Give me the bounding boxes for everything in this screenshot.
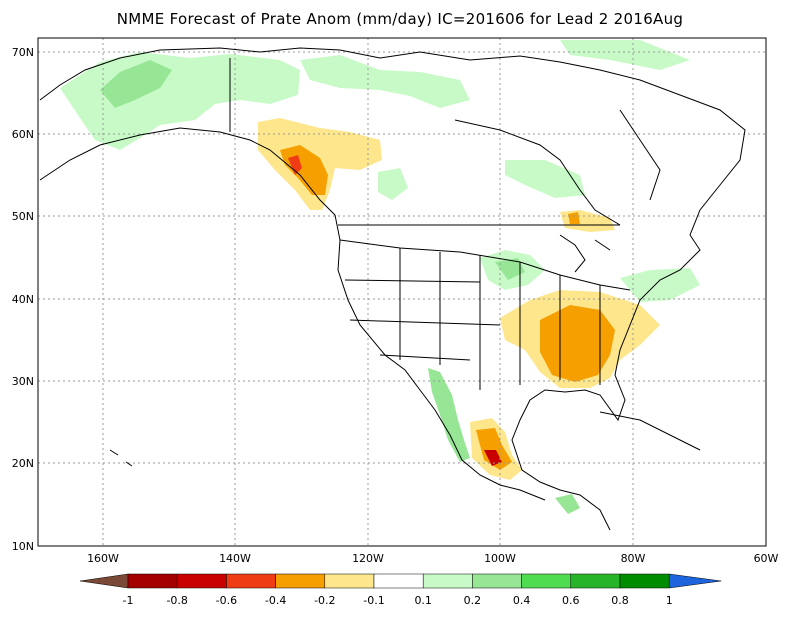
colorbar-label: -0.6 bbox=[216, 594, 237, 607]
map-frame bbox=[37, 37, 767, 547]
colorbar-swatch bbox=[275, 573, 326, 589]
dry-anomaly-hudson-core bbox=[568, 212, 580, 224]
colorbar-label: 0.6 bbox=[562, 594, 580, 607]
colorbar-label: 0.1 bbox=[414, 594, 432, 607]
wet-anomaly-plains-core bbox=[495, 258, 525, 280]
colorbar-label: -1 bbox=[123, 594, 134, 607]
colorbar-swatch bbox=[226, 573, 276, 589]
dry-anomaly-mexico-max bbox=[484, 450, 502, 466]
longitude-labels: 160W 140W 120W 100W 80W 60W bbox=[87, 552, 778, 565]
colorbar-label: 0.8 bbox=[611, 594, 629, 607]
dry-anomaly-southeast-core bbox=[540, 305, 615, 382]
colorbar-swatch bbox=[422, 573, 473, 589]
colorbar-swatch bbox=[570, 573, 621, 589]
lon-label: 120W bbox=[352, 552, 384, 565]
lon-label: 60W bbox=[754, 552, 779, 565]
lon-label: 160W bbox=[87, 552, 119, 565]
colorbar-label: 0.4 bbox=[513, 594, 531, 607]
colorbar-label: 0.2 bbox=[464, 594, 482, 607]
lat-label: 40N bbox=[12, 293, 34, 306]
lon-label: 140W bbox=[219, 552, 251, 565]
lat-label: 30N bbox=[12, 375, 34, 388]
colorbar-swatch bbox=[324, 573, 375, 589]
colorbar-swatch bbox=[521, 573, 572, 589]
coastlines bbox=[39, 47, 746, 531]
lat-label: 60N bbox=[12, 128, 34, 141]
lat-label: 50N bbox=[12, 210, 34, 223]
colorbar-label: -0.4 bbox=[265, 594, 286, 607]
colorbar-swatch bbox=[619, 573, 670, 589]
colorbar-arrow-left bbox=[79, 573, 129, 589]
wet-anomaly-mexico-west bbox=[428, 368, 470, 462]
wet-anomaly-yukon bbox=[300, 55, 470, 108]
wet-anomaly-bc bbox=[378, 168, 408, 200]
wet-anomaly-central-america bbox=[555, 494, 580, 514]
colorbar: -1 -0.8 -0.6 -0.4 -0.2 -0.1 0.1 0.2 0.4 0.6 0.8 1 bbox=[79, 573, 722, 607]
wet-anomaly-northeast bbox=[620, 268, 700, 302]
colorbar-swatch bbox=[472, 573, 522, 589]
colorbar-label: -0.2 bbox=[314, 594, 335, 607]
lat-label: 20N bbox=[12, 457, 34, 470]
lon-label: 100W bbox=[484, 552, 516, 565]
colorbar-swatch bbox=[176, 573, 227, 589]
lon-label: 80W bbox=[621, 552, 646, 565]
colorbar-label: 1 bbox=[666, 594, 673, 607]
anomaly-shading bbox=[60, 40, 700, 514]
dry-anomaly-hudson bbox=[560, 210, 615, 232]
map-title: NMME Forecast of Prate Anom (mm/day) IC=… bbox=[116, 10, 684, 28]
wet-anomaly-hudson bbox=[505, 160, 585, 198]
lat-label: 10N bbox=[12, 540, 34, 553]
colorbar-label: -0.1 bbox=[363, 594, 384, 607]
dry-anomaly-mexico-core bbox=[476, 428, 512, 470]
dry-anomaly-bc-max bbox=[288, 155, 302, 175]
colorbar-swatch bbox=[373, 573, 424, 589]
wet-anomaly-alaska-core bbox=[100, 60, 172, 108]
lat-label: 70N bbox=[12, 46, 34, 59]
colorbar-swatch bbox=[127, 573, 178, 589]
graticule bbox=[38, 38, 766, 546]
latitude-labels: 70N 60N 50N 40N 30N 20N 10N bbox=[12, 46, 34, 553]
colorbar-label: -0.8 bbox=[166, 594, 187, 607]
colorbar-arrow-right bbox=[668, 573, 722, 589]
wet-anomaly-arctic bbox=[560, 40, 690, 70]
